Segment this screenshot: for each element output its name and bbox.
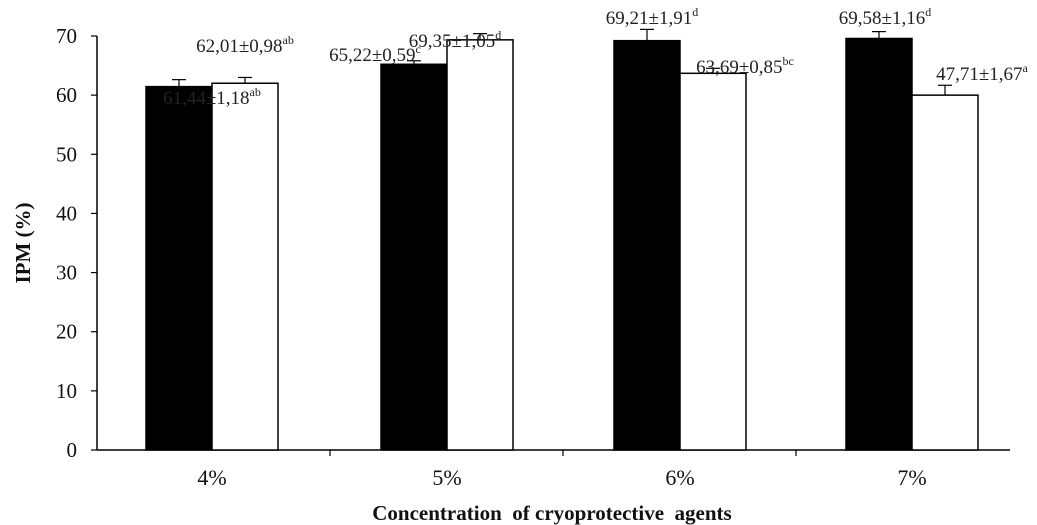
y-tick-label: 10	[56, 379, 77, 403]
bar-white	[911, 94, 979, 451]
x-tick-label: 5%	[432, 465, 461, 490]
bar-black	[380, 63, 448, 451]
y-tick-label: 30	[56, 261, 77, 285]
data-label: 47,71±1,67a	[936, 61, 1028, 85]
data-label: 63,69±0,85bc	[696, 54, 794, 78]
data-label: 69,35±1,05d	[409, 28, 501, 52]
y-tick-label: 50	[56, 142, 77, 166]
bar-white	[446, 39, 514, 451]
data-labels: 61,44±1,18ab 65,22±0,59c 69,21±1,91d 69,58±…	[163, 5, 1028, 109]
y-axis-title: IPM (%)	[11, 202, 35, 283]
bar-white	[211, 82, 279, 451]
x-axis-title: Concentration of cryoprotective agents	[372, 501, 731, 525]
y-tick-label: 20	[56, 320, 77, 344]
bar-black	[845, 37, 913, 451]
data-label: 65,22±0,59c	[329, 42, 421, 66]
y-axis-ticks: 0 10 20 30 40 50 60 70	[56, 24, 97, 462]
bars	[145, 37, 979, 451]
x-tick-label: 6%	[665, 465, 694, 490]
y-tick-label: 70	[56, 24, 77, 48]
data-label: 69,21±1,91d	[606, 5, 698, 29]
y-tick-label: 60	[56, 83, 77, 107]
bar-black	[145, 85, 213, 451]
x-tick-label: 7%	[897, 465, 926, 490]
data-label: 62,01±0,98ab	[196, 33, 294, 57]
error-bars	[172, 28, 952, 96]
y-tick-label: 0	[67, 438, 78, 462]
bar-black	[613, 39, 681, 451]
y-tick-label: 40	[56, 201, 77, 225]
x-tick-label: 4%	[197, 465, 226, 490]
bar-white	[679, 72, 747, 451]
data-label: 69,58±1,16d	[839, 5, 931, 29]
x-axis-tick-labels: 4% 5% 6% 7%	[197, 450, 927, 490]
data-label: 61,44±1,18ab	[163, 85, 261, 109]
